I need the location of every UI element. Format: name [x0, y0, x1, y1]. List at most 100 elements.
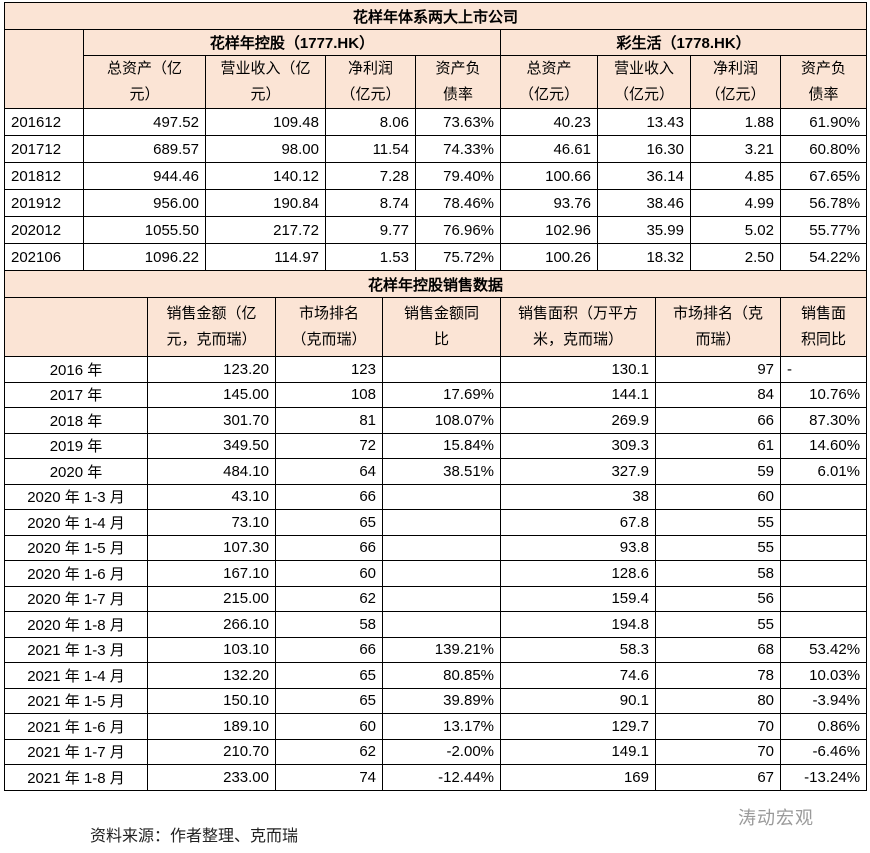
data-cell: -6.46% [779, 738, 868, 765]
data-cell: 60.80% [779, 135, 868, 163]
data-cell: 266.10 [147, 611, 276, 638]
group-header: 花样年控股（1777.HK） [83, 29, 501, 56]
data-cell: 70 [655, 738, 781, 765]
row-label: 2021 年 1-3 月 [4, 636, 148, 663]
data-cell: 108.07% [382, 407, 501, 434]
data-cell [382, 611, 501, 638]
table-row: 2020 年 1-7 月 215.00 62 159.4 56 [4, 585, 868, 612]
table-row: 2016 年 123.20 123 130.1 97- [4, 356, 868, 383]
table-row: 201612 497.52 109.48 8.06 73.63% 40.23 13.43 1.… [4, 108, 868, 136]
data-cell: 16.30 [597, 135, 691, 163]
table-row: 2021 年 1-7 月 210.70 62 -2.00% 149.1 70 -6.46% [4, 738, 868, 765]
table-row: 销售金额（亿元，克而瑞） 市场排名（克而瑞） 销售金额同比 销售面积（万平方米，克而瑞… [4, 297, 868, 357]
data-cell: 10.76% [779, 381, 868, 408]
column-header: 市场排名（克而瑞） [275, 297, 383, 357]
data-cell: 0.86% [779, 713, 868, 740]
data-cell: -13.24% [779, 764, 868, 791]
data-cell [382, 585, 501, 612]
data-cell: 18.32 [597, 243, 691, 271]
row-label: 2020 年 1-6 月 [4, 560, 148, 587]
data-cell: 90.1 [500, 687, 656, 714]
data-cell: 67.65% [779, 162, 868, 190]
source-note: 资料来源：作者整理、克而瑞 [90, 828, 299, 845]
data-cell: 269.9 [500, 407, 656, 434]
data-cell: 55 [655, 534, 781, 561]
data-cell [779, 483, 868, 510]
data-cell: 3.21 [690, 135, 781, 163]
data-cell: 210.70 [147, 738, 276, 765]
data-cell: 114.97 [205, 243, 326, 271]
row-label: 2020 年 1-5 月 [4, 534, 148, 561]
data-cell: 70 [655, 713, 781, 740]
table-row: 201812 944.46 140.12 7.28 79.40% 100.66 36.14 4… [4, 162, 868, 190]
data-cell: 309.3 [500, 432, 656, 459]
table-row: 2021 年 1-5 月 150.10 65 39.89% 90.1 80 -3.94% [4, 687, 868, 714]
data-cell: 17.69% [382, 381, 501, 408]
data-cell: 64 [275, 458, 383, 485]
row-label: 201612 [4, 108, 84, 136]
data-cell: 56 [655, 585, 781, 612]
data-cell: 6.01% [779, 458, 868, 485]
data-cell: 1055.50 [83, 216, 206, 244]
table-row: 2020 年 484.10 64 38.51% 327.9 59 6.01% [4, 458, 868, 485]
data-cell: 4.85 [690, 162, 781, 190]
data-cell: 1.88 [690, 108, 781, 136]
data-cell: 58.3 [500, 636, 656, 663]
data-cell: 14.60% [779, 432, 868, 459]
data-cell: 59 [655, 458, 781, 485]
group-header: 彩生活（1778.HK） [499, 29, 868, 56]
data-cell: 2.50 [690, 243, 781, 271]
data-cell [382, 560, 501, 587]
data-cell: 215.00 [147, 585, 276, 612]
row-label: 2021 年 1-6 月 [4, 713, 148, 740]
data-cell: 62 [275, 738, 383, 765]
data-cell: 129.7 [500, 713, 656, 740]
data-cell: 54.22% [779, 243, 868, 271]
data-cell: 8.06 [325, 108, 416, 136]
data-cell: 81 [275, 407, 383, 434]
data-cell: 9.77 [325, 216, 416, 244]
column-header: 销售面积（万平方米，克而瑞） [500, 297, 656, 357]
corner-cell [4, 297, 148, 357]
column-header: 总资产（亿元） [500, 55, 598, 109]
data-cell: 93.8 [500, 534, 656, 561]
table-row: 2021 年 1-8 月 233.00 74 -12.44% 169 67 -13.24% [4, 764, 868, 791]
row-label: 201812 [4, 162, 84, 190]
data-cell: 66 [275, 534, 383, 561]
data-cell: 1.53 [325, 243, 416, 271]
data-cell: 103.10 [147, 636, 276, 663]
data-cell: 109.48 [205, 108, 326, 136]
data-cell: 60 [275, 560, 383, 587]
column-header: 总资产（亿元） [83, 55, 206, 109]
table-row: 2017 年 145.00 108 17.69% 144.1 84 10.76% [4, 381, 868, 408]
data-cell: 190.84 [205, 189, 326, 217]
table-row: 2020 年 1-6 月 167.10 60 128.6 58 [4, 560, 868, 587]
data-cell: 107.30 [147, 534, 276, 561]
data-cell: 98.00 [205, 135, 326, 163]
table-row: 2020 年 1-4 月 73.10 65 67.8 55 [4, 509, 868, 536]
table-row: 花样年体系两大上市公司 [3, 2, 868, 30]
data-cell: 55.77% [779, 216, 868, 244]
column-header: 净利润（亿元） [690, 55, 781, 109]
data-cell [382, 483, 501, 510]
row-label: 2016 年 [4, 356, 148, 383]
data-cell: 128.6 [500, 560, 656, 587]
column-header: 净利润（亿元） [325, 55, 416, 109]
data-cell: 65 [275, 662, 383, 689]
data-cell: 956.00 [83, 189, 206, 217]
data-cell: 108 [275, 381, 383, 408]
table-row: 202012 1055.50 217.72 9.77 76.96% 102.96 35.99… [4, 216, 868, 244]
data-cell: 43.10 [147, 483, 276, 510]
table-row: 2021 年 1-4 月 132.20 65 80.85% 74.6 78 10.03% [4, 662, 868, 689]
data-cell: 130.1 [500, 356, 656, 383]
data-cell: 61.90% [779, 108, 868, 136]
data-cell: 80 [655, 687, 781, 714]
sales-table: 花样年控股销售数据 销售金额（亿元，克而瑞） 市场排名（克而瑞） 销售金额同比 销售面积… [3, 270, 868, 791]
data-cell: 38.51% [382, 458, 501, 485]
row-label: 2021 年 1-8 月 [4, 764, 148, 791]
data-cell: 75.72% [415, 243, 501, 271]
data-cell [779, 585, 868, 612]
data-cell: 123 [275, 356, 383, 383]
data-cell: 58 [655, 560, 781, 587]
data-cell: 35.99 [597, 216, 691, 244]
